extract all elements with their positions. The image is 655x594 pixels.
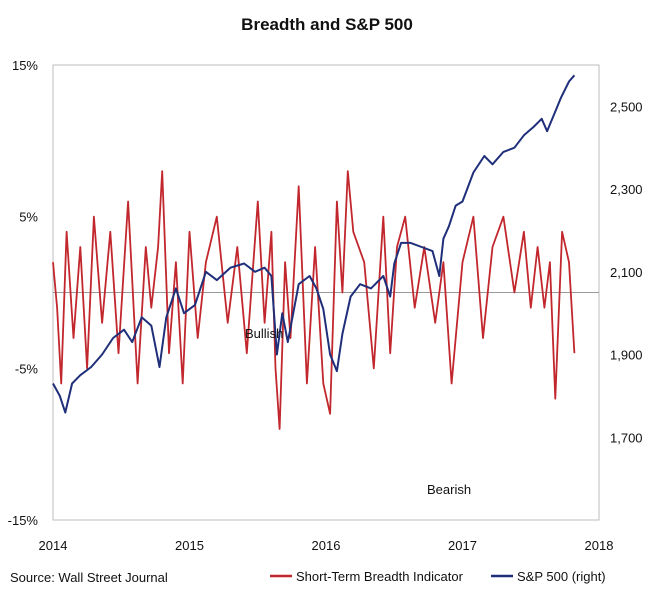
legend-label-breadth: Short-Term Breadth Indicator (296, 569, 464, 584)
y-left-tick-label: 5% (19, 210, 38, 225)
x-tick-label: 2017 (448, 538, 477, 553)
legend: Short-Term Breadth Indicator S&P 500 (ri… (270, 569, 606, 584)
series-line-breadth (52, 170, 576, 430)
y-left-tick-label: 15% (12, 58, 38, 73)
x-tick-label: 2014 (39, 538, 68, 553)
y-right-tick-label: 1,900 (610, 348, 643, 363)
x-tick-label: 2015 (175, 538, 204, 553)
series-line-spx (52, 74, 576, 414)
chart-title: Breadth and S&P 500 (241, 15, 413, 34)
y-left-tick-label: -5% (15, 361, 39, 376)
source-note: Source: Wall Street Journal (10, 570, 168, 585)
y-right-tick-label: 2,300 (610, 182, 643, 197)
x-tick-label: 2016 (312, 538, 341, 553)
y-right-tick-label: 2,100 (610, 265, 643, 280)
series-layer (52, 74, 576, 430)
axis-ticks: 2014 2015 2016 2017 2018 15% 5% -5% -15% 2,500 2,3… (8, 58, 643, 553)
annotation-bearish: Bearish (427, 482, 471, 497)
legend-label-spx: S&P 500 (right) (517, 569, 606, 584)
y-right-tick-label: 2,500 (610, 99, 643, 114)
y-right-tick-label: 1,700 (610, 430, 643, 445)
annotation-bullish: Bullish (245, 326, 283, 341)
y-left-tick-label: -15% (8, 513, 39, 528)
x-tick-label: 2018 (585, 538, 614, 553)
